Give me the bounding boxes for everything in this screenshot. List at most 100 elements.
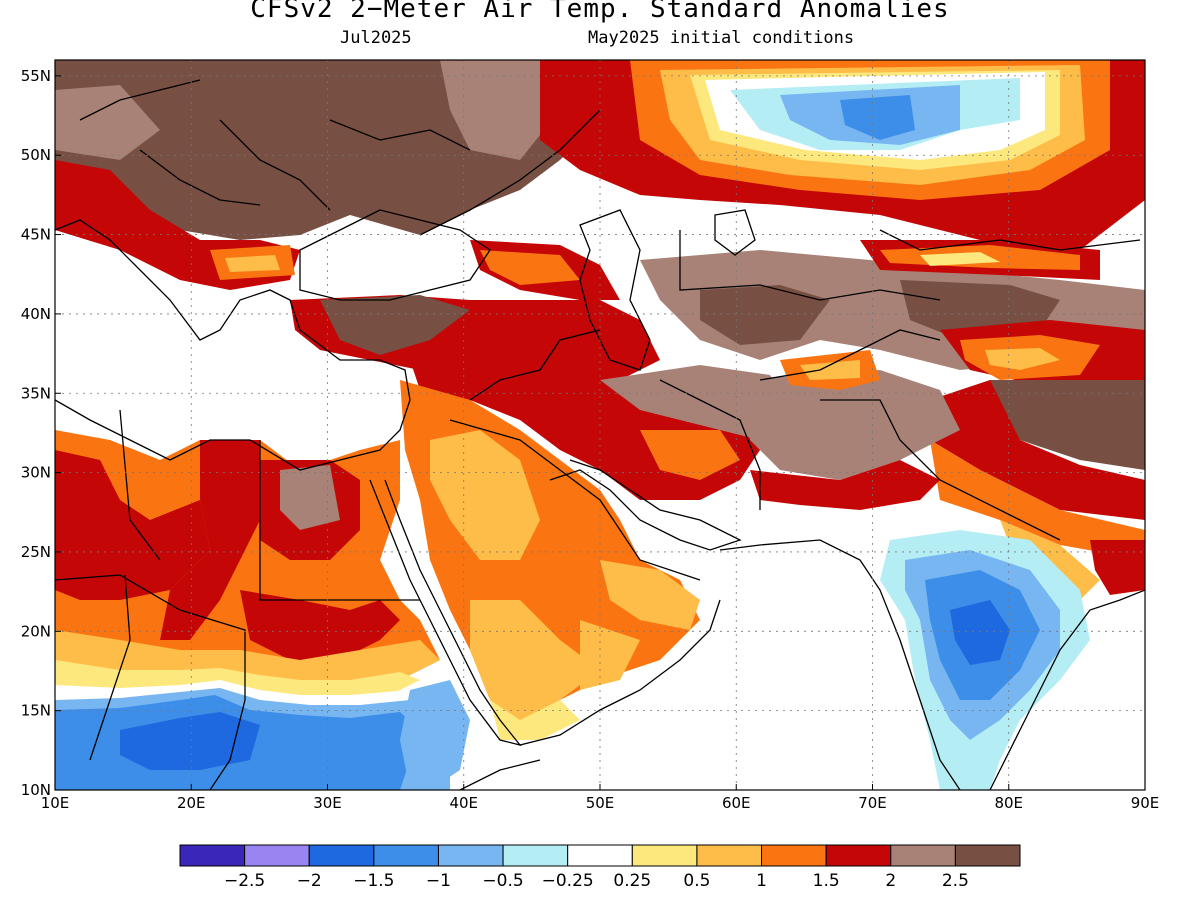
anomaly-region xyxy=(600,560,700,630)
country-border xyxy=(820,399,1061,541)
colorbar-swatch xyxy=(761,844,827,867)
anomaly-region xyxy=(120,712,260,770)
colorbar-label: 1.5 xyxy=(813,871,840,891)
anomaly-region xyxy=(985,348,1060,370)
anomaly-region xyxy=(280,465,340,530)
country-border xyxy=(139,149,261,206)
country-border xyxy=(419,109,601,236)
colorbar-label: 1 xyxy=(756,871,767,891)
lat-tick-label: 10N xyxy=(21,781,51,799)
anomaly-region xyxy=(55,450,210,600)
colorbar-label: −0.5 xyxy=(482,871,523,891)
country-border xyxy=(119,409,161,561)
colorbar-swatch xyxy=(954,844,1021,867)
bay-of-bengal-coast xyxy=(989,589,1145,790)
anomaly-region xyxy=(490,700,580,740)
latitude-labels: 10N 15N 20N 25N 30N 35N 40N 45N 50N 55N xyxy=(21,67,51,799)
lon-tick-label: 40E xyxy=(449,794,478,812)
colorbar-swatch xyxy=(502,844,569,867)
colorbar-label: 0.25 xyxy=(613,871,651,891)
anomaly-region xyxy=(470,600,600,720)
colorbar-label: 2 xyxy=(885,871,896,891)
somali-coast xyxy=(459,759,541,790)
forecast-month: Jul2025 xyxy=(340,28,412,48)
anomaly-region xyxy=(160,440,260,640)
anomaly-region xyxy=(240,590,400,660)
anomaly-region xyxy=(400,680,470,790)
colorbar-label: −2.5 xyxy=(224,871,265,891)
colorbar-swatch xyxy=(825,844,892,867)
colorbar-label: 2.5 xyxy=(942,871,969,891)
aral-sea-coast xyxy=(714,209,756,256)
colorbar-swatch xyxy=(696,844,763,867)
colorbar-swatch xyxy=(890,844,956,867)
country-border xyxy=(449,419,701,581)
lon-tick-label: 50E xyxy=(586,794,615,812)
country-border xyxy=(89,574,131,761)
lat-tick-label: 30N xyxy=(21,464,51,482)
lat-tick-label: 35N xyxy=(21,384,51,402)
lon-tick-label: 60E xyxy=(722,794,751,812)
arabian-sea-coast xyxy=(719,539,961,790)
lat-tick-label: 25N xyxy=(21,543,51,561)
anomaly-region xyxy=(920,252,1000,266)
colorbar xyxy=(179,844,1021,867)
anomaly-region xyxy=(640,430,740,480)
anomaly-region xyxy=(700,285,830,345)
anomaly-region xyxy=(55,85,160,160)
lon-tick-label: 20E xyxy=(177,794,206,812)
country-border xyxy=(219,119,331,211)
country-border xyxy=(55,574,246,790)
longitude-labels: 10E 20E 30E 40E 50E 60E 70E 80E 90E xyxy=(41,794,1160,812)
colorbar-swatch xyxy=(308,844,375,867)
lat-tick-label: 40N xyxy=(21,305,51,323)
lat-tick-label: 20N xyxy=(21,622,51,640)
persian-gulf-coast xyxy=(549,459,742,551)
lat-tick-label: 45N xyxy=(21,226,51,244)
colorbar-swatch xyxy=(437,844,504,867)
lat-tick-label: 15N xyxy=(21,702,51,720)
mediterranean-coast xyxy=(55,219,411,471)
country-border xyxy=(759,329,941,381)
country-border xyxy=(259,440,420,601)
colorbar-label: 0.5 xyxy=(683,871,710,891)
colorbar-swatch xyxy=(244,844,310,867)
lon-tick-label: 30E xyxy=(313,794,342,812)
graticule xyxy=(54,60,1146,791)
country-border xyxy=(879,229,1141,251)
anomaly-region xyxy=(740,370,960,480)
black-sea-coast xyxy=(299,209,491,301)
colorbar-label: −1.5 xyxy=(353,871,394,891)
map-frame xyxy=(54,59,1146,791)
anomaly-region xyxy=(580,620,640,690)
lon-tick-label: 70E xyxy=(858,794,887,812)
anomaly-region xyxy=(840,95,915,140)
anomaly-fill xyxy=(55,60,1145,790)
colorbar-swatch xyxy=(567,844,633,867)
country-border xyxy=(469,329,601,401)
anomaly-region xyxy=(950,600,1010,665)
colorbar-swatch xyxy=(631,844,698,867)
lon-tick-label: 80E xyxy=(994,794,1023,812)
anomaly-region xyxy=(980,380,1145,470)
anomaly-region xyxy=(930,440,1145,560)
anomaly-region xyxy=(930,380,1145,520)
anomaly-region xyxy=(750,460,940,510)
anomaly-region xyxy=(225,255,280,272)
caspian-sea-coast xyxy=(579,209,651,371)
gulf-of-aden-coast xyxy=(519,599,721,746)
country-border xyxy=(329,119,471,151)
anomaly-region xyxy=(1090,540,1145,595)
colorbar-label: −2 xyxy=(297,871,322,891)
anomaly-region xyxy=(440,60,560,160)
lon-tick-label: 90E xyxy=(1131,794,1160,812)
lat-tick-label: 55N xyxy=(21,67,51,85)
lon-tick-label: 10E xyxy=(41,794,70,812)
anomaly-region xyxy=(55,630,440,690)
lat-tick-label: 50N xyxy=(21,146,51,164)
colorbar-labels: −2.5 −2 −1.5 −1 −0.5 −0.25 0.25 0.5 1 1.5 2 2.5 xyxy=(224,871,969,891)
anomaly-region xyxy=(320,295,470,355)
chart-title: CFSv2 2−Meter Air Temp. Standard Anomali… xyxy=(250,0,950,24)
colorbar-label: −1 xyxy=(426,871,451,891)
